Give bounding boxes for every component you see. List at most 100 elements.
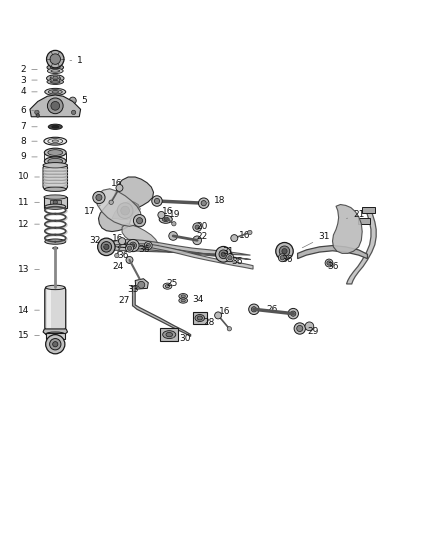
Ellipse shape xyxy=(50,76,60,80)
Circle shape xyxy=(51,76,53,78)
Circle shape xyxy=(53,200,57,205)
Circle shape xyxy=(115,253,119,258)
Circle shape xyxy=(119,238,126,245)
Text: 16: 16 xyxy=(112,233,124,243)
Circle shape xyxy=(121,206,130,215)
Circle shape xyxy=(297,326,303,332)
Circle shape xyxy=(158,212,165,219)
Circle shape xyxy=(221,252,226,256)
Ellipse shape xyxy=(197,316,202,320)
Ellipse shape xyxy=(50,80,60,83)
Circle shape xyxy=(127,246,132,251)
Circle shape xyxy=(193,236,201,245)
Text: 34: 34 xyxy=(187,295,204,304)
Circle shape xyxy=(327,261,331,265)
Circle shape xyxy=(169,231,177,240)
Polygon shape xyxy=(112,202,141,220)
Circle shape xyxy=(50,54,60,64)
Text: 36: 36 xyxy=(281,255,293,264)
Ellipse shape xyxy=(179,294,187,299)
Circle shape xyxy=(96,195,102,200)
Bar xyxy=(193,312,207,324)
Ellipse shape xyxy=(164,218,167,221)
Ellipse shape xyxy=(48,124,62,130)
Circle shape xyxy=(93,191,105,204)
Ellipse shape xyxy=(44,148,66,157)
Polygon shape xyxy=(30,95,81,117)
Circle shape xyxy=(325,259,333,267)
Polygon shape xyxy=(43,165,67,189)
Circle shape xyxy=(69,97,76,104)
Circle shape xyxy=(276,243,293,260)
Circle shape xyxy=(247,230,252,235)
Circle shape xyxy=(154,198,159,204)
Circle shape xyxy=(131,244,135,247)
Text: 3: 3 xyxy=(21,76,37,85)
Circle shape xyxy=(282,248,287,254)
Text: 26: 26 xyxy=(258,305,278,314)
Polygon shape xyxy=(122,224,159,251)
Circle shape xyxy=(172,222,176,226)
Bar xyxy=(50,200,60,205)
Ellipse shape xyxy=(48,90,62,94)
Circle shape xyxy=(228,256,232,260)
Text: 28: 28 xyxy=(198,318,215,327)
Circle shape xyxy=(193,223,201,231)
Circle shape xyxy=(201,200,206,206)
Polygon shape xyxy=(332,205,362,253)
Ellipse shape xyxy=(44,195,67,199)
Text: 31: 31 xyxy=(302,232,329,248)
Circle shape xyxy=(57,78,60,81)
Ellipse shape xyxy=(47,79,64,84)
Ellipse shape xyxy=(43,163,67,168)
Text: 9: 9 xyxy=(21,152,37,161)
Circle shape xyxy=(215,246,231,262)
Ellipse shape xyxy=(44,138,67,145)
Ellipse shape xyxy=(162,217,169,222)
Text: 36: 36 xyxy=(117,251,129,260)
Text: 36: 36 xyxy=(138,245,150,254)
Text: 30: 30 xyxy=(171,334,191,343)
Ellipse shape xyxy=(162,330,176,338)
Text: 2: 2 xyxy=(21,64,37,74)
Text: 21: 21 xyxy=(346,211,364,220)
Circle shape xyxy=(46,51,64,68)
Circle shape xyxy=(104,244,109,249)
Polygon shape xyxy=(45,287,66,330)
Bar xyxy=(362,207,375,213)
Text: 7: 7 xyxy=(21,122,37,131)
Ellipse shape xyxy=(45,204,66,209)
Circle shape xyxy=(137,217,143,224)
Ellipse shape xyxy=(181,295,185,297)
Ellipse shape xyxy=(166,333,173,337)
Ellipse shape xyxy=(195,314,205,321)
Ellipse shape xyxy=(45,239,66,244)
Bar xyxy=(358,219,370,224)
Circle shape xyxy=(117,203,133,219)
Circle shape xyxy=(51,101,60,110)
Text: 23: 23 xyxy=(117,241,133,250)
Ellipse shape xyxy=(52,125,59,128)
Circle shape xyxy=(49,338,61,350)
Circle shape xyxy=(231,235,238,241)
Text: 33: 33 xyxy=(127,285,138,294)
Circle shape xyxy=(294,323,305,334)
Polygon shape xyxy=(297,246,367,259)
Circle shape xyxy=(279,246,290,256)
Circle shape xyxy=(46,335,65,354)
Text: 24: 24 xyxy=(112,262,130,271)
Circle shape xyxy=(145,241,152,249)
Circle shape xyxy=(98,238,115,256)
Circle shape xyxy=(219,250,228,259)
Circle shape xyxy=(249,304,259,314)
Text: 12: 12 xyxy=(18,220,39,229)
Polygon shape xyxy=(135,279,148,289)
Text: 29: 29 xyxy=(301,327,318,336)
Ellipse shape xyxy=(179,298,187,303)
Ellipse shape xyxy=(47,64,64,70)
Circle shape xyxy=(152,196,162,206)
Polygon shape xyxy=(131,286,191,336)
Text: 17: 17 xyxy=(85,205,100,216)
Text: 20: 20 xyxy=(197,222,208,231)
Ellipse shape xyxy=(48,158,63,164)
